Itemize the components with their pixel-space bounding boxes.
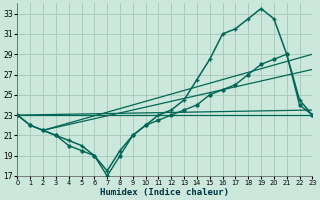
X-axis label: Humidex (Indice chaleur): Humidex (Indice chaleur) bbox=[100, 188, 229, 197]
